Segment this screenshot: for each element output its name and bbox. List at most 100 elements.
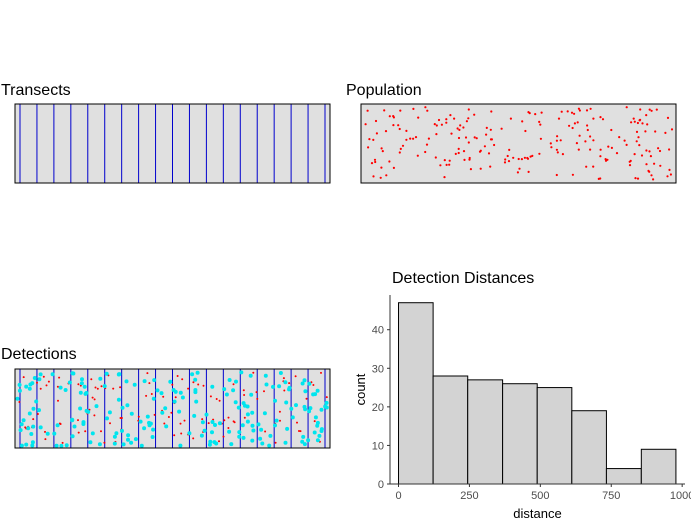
detection-point bbox=[104, 371, 109, 376]
population-point bbox=[379, 176, 382, 179]
population-point bbox=[670, 128, 674, 131]
population-point bbox=[512, 156, 515, 159]
detection-point bbox=[168, 379, 173, 384]
x-tick-label: 1000 bbox=[670, 490, 691, 502]
undetected-point bbox=[243, 394, 246, 396]
population-point bbox=[636, 177, 640, 180]
population-point bbox=[373, 158, 377, 161]
detection-point bbox=[17, 388, 22, 393]
detection-point bbox=[30, 440, 35, 445]
undetected-point bbox=[264, 430, 267, 433]
detection-point bbox=[177, 409, 182, 414]
detection-point bbox=[126, 437, 130, 442]
histogram-bar bbox=[571, 410, 607, 485]
population-point bbox=[571, 126, 574, 130]
population-point bbox=[516, 171, 520, 174]
undetected-point bbox=[93, 414, 96, 417]
population-point bbox=[374, 119, 378, 123]
detection-point bbox=[245, 404, 250, 409]
detection-point bbox=[133, 437, 138, 442]
detection-point bbox=[24, 384, 29, 389]
detection-point bbox=[37, 377, 42, 382]
population-point bbox=[555, 139, 559, 142]
population-point bbox=[573, 122, 577, 125]
population-point bbox=[448, 163, 451, 166]
population-point bbox=[380, 147, 383, 150]
population-point bbox=[633, 153, 636, 156]
undetected-point bbox=[242, 389, 245, 392]
undetected-point bbox=[202, 384, 205, 387]
population-point bbox=[652, 178, 655, 181]
population-point bbox=[426, 109, 429, 112]
population-point bbox=[628, 164, 632, 167]
detection-point bbox=[192, 413, 197, 418]
population-point bbox=[504, 158, 507, 161]
population-point bbox=[571, 173, 575, 176]
undetected-point bbox=[296, 421, 298, 424]
population-point bbox=[435, 133, 438, 136]
histogram-bar bbox=[536, 387, 573, 485]
undetected-point bbox=[36, 381, 38, 384]
population-point bbox=[625, 143, 628, 146]
detection-point bbox=[307, 409, 312, 414]
population-point bbox=[659, 164, 662, 167]
detection-point bbox=[194, 399, 199, 404]
detection-point bbox=[231, 388, 236, 393]
undetected-point bbox=[91, 396, 94, 399]
detection-point bbox=[21, 418, 26, 423]
undetected-point bbox=[57, 399, 59, 402]
undetected-point bbox=[218, 440, 220, 443]
population-point bbox=[555, 148, 559, 151]
detection-point bbox=[285, 426, 290, 431]
x-axis-label: distance bbox=[513, 506, 561, 521]
undetected-point bbox=[197, 383, 200, 386]
population-point bbox=[584, 140, 587, 143]
population-point bbox=[576, 121, 579, 124]
detections-title: Detections bbox=[1, 346, 77, 363]
detection-point bbox=[164, 424, 169, 429]
detection-point bbox=[214, 441, 219, 446]
population-point bbox=[489, 128, 492, 131]
population-panel bbox=[360, 103, 677, 184]
detection-point bbox=[264, 382, 269, 387]
undetected-point bbox=[274, 441, 277, 444]
detection-point bbox=[98, 376, 103, 381]
detection-point bbox=[290, 415, 295, 420]
population-point bbox=[577, 148, 580, 151]
detection-point bbox=[138, 419, 143, 424]
undetected-point bbox=[77, 419, 79, 422]
undetected-point bbox=[119, 386, 122, 389]
histogram-bar bbox=[467, 379, 504, 485]
undetected-point bbox=[263, 390, 265, 393]
detection-point bbox=[311, 392, 316, 397]
detection-point bbox=[251, 428, 256, 433]
population-point bbox=[575, 142, 579, 145]
population-point bbox=[560, 110, 563, 113]
detection-point bbox=[227, 429, 232, 434]
population-point bbox=[539, 123, 542, 126]
undetected-point bbox=[312, 384, 315, 386]
population-point bbox=[618, 136, 621, 139]
population-point bbox=[384, 130, 388, 133]
undetected-point bbox=[299, 430, 302, 433]
detection-point bbox=[120, 405, 125, 410]
population-point bbox=[453, 117, 456, 120]
detection-point bbox=[38, 372, 43, 377]
x-tick-label: 0 bbox=[395, 490, 401, 502]
detection-point bbox=[107, 410, 112, 415]
population-point bbox=[549, 142, 552, 145]
population-point bbox=[500, 127, 503, 130]
detection-point bbox=[94, 404, 99, 409]
detection-point bbox=[129, 411, 134, 416]
histogram-bar bbox=[398, 302, 434, 485]
undetected-point bbox=[255, 391, 258, 394]
detection-point bbox=[258, 436, 263, 441]
population-point bbox=[427, 137, 430, 140]
undetected-point bbox=[176, 375, 179, 377]
detection-point bbox=[72, 424, 77, 429]
detection-point bbox=[241, 435, 246, 440]
population-point bbox=[375, 132, 378, 135]
undetected-point bbox=[209, 395, 212, 398]
population-point bbox=[435, 124, 438, 127]
population-point bbox=[368, 138, 371, 141]
